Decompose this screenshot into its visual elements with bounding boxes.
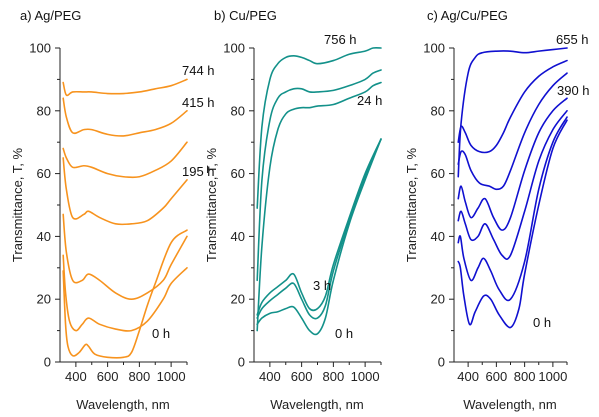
panel-b: b) Cu/PEG 0 20 40 60 80 100 400 600 800 1000 756 … [204,8,382,412]
panel-c-annotations: 655 h 390 h 0 h [533,32,590,330]
panel-b-y-tick-label-0: 0 [238,355,245,370]
panel-a-y-tick-label-40: 40 [37,229,51,244]
panel-b-series-1-line [256,46,382,209]
panel-a-series-6-line [62,254,188,332]
panel-a-annotations: 744 h 415 h 195 h 0 h [152,63,215,341]
panel-c-series-7-line [457,119,568,329]
panel-a-title: a) Ag/PEG [20,8,81,23]
panel-c-xlabel: Wavelength, nm [463,397,556,412]
panel-c-x-tick-label-800: 800 [514,369,536,384]
panel-c: c) Ag/Cu/PEG 0 20 40 60 80 100 400 600 800 1000 6… [404,8,590,412]
panel-c-y-tick-label-100: 100 [423,41,445,56]
panel-a-y-tick-label-0: 0 [44,355,51,370]
panel-c-series-3-line [457,72,568,191]
panel-c-plot-area: 0 20 40 60 80 100 400 600 800 1000 [423,41,568,384]
panel-b-series-6-line [256,138,382,336]
panel-b-y-tick-label-40: 40 [231,229,245,244]
panel-a-annotation-744h: 744 h [182,63,215,78]
panel-c-series-6-line [457,116,568,302]
panel-a-plot-area: 0 20 40 60 80 100 400 600 800 1000 [29,41,188,384]
panel-a-series-1-line [62,78,188,97]
panel-c-ylabel: Transmittance, T, % [404,147,419,262]
panel-a-x-tick-label-600: 600 [97,369,119,384]
panel-c-x-tick-label-600: 600 [486,369,508,384]
panel-b-annotation-756h: 756 h [324,32,357,47]
panel-c-y-tick-label-20: 20 [431,292,445,307]
panel-a-x-tick-label-400: 400 [65,369,87,384]
panel-a-y-tick-label-100: 100 [29,41,51,56]
panel-c-series-4-line [457,97,568,231]
panel-c-y-tick-label-80: 80 [431,103,445,118]
panel-a-annotation-195h: 195 h [182,164,215,179]
panel-b-annotations: 756 h 24 h 3 h 0 h [313,32,382,341]
panel-a-series-2-line [62,97,188,137]
panel-a-ylabel: Transmittance, T, % [10,147,25,262]
panel-b-annotation-3h: 3 h [313,278,331,293]
panel-b-series-2-line [256,69,382,282]
panel-b-plot-area: 0 20 40 60 80 100 400 600 800 1000 [223,41,382,384]
panel-c-y-tick-label-60: 60 [431,166,445,181]
panel-a-series-3-line [62,141,188,179]
panel-a-x-tick-label-1000: 1000 [157,369,186,384]
panel-c-y-tick-label-40: 40 [431,229,445,244]
panel-b-xlabel: Wavelength, nm [270,397,363,412]
panel-b-x-tick-label-400: 400 [259,369,281,384]
panel-b-y-tick-label-60: 60 [231,166,245,181]
panel-b-series-3-line [256,81,382,332]
panel-c-x-tick-label-1000: 1000 [538,369,567,384]
panel-b-series-4-line [256,138,382,316]
panel-a-series-5-line [62,213,188,300]
panel-c-y-tick-label-0: 0 [438,355,445,370]
panel-c-annotation-0h: 0 h [533,315,551,330]
panel-c-series-5-line [457,110,568,260]
panel-a-xlabel: Wavelength, nm [76,397,169,412]
panel-a-y-tick-label-80: 80 [37,103,51,118]
panel-b-y-tick-label-100: 100 [223,41,245,56]
panel-c-series-2-line [457,59,568,154]
panel-b-annotation-24h: 24 h [357,93,382,108]
panel-b-ylabel: Transmittance, T, % [204,147,219,262]
panel-b-annotation-0h: 0 h [335,326,353,341]
panel-a-y-tick-label-20: 20 [37,292,51,307]
panel-c-x-tick-label-400: 400 [457,369,479,384]
panel-c-annotation-655h: 655 h [556,32,589,47]
panel-b-x-tick-label-800: 800 [323,369,345,384]
panel-a-x-tick-label-800: 800 [129,369,151,384]
panel-b-y-tick-label-80: 80 [231,103,245,118]
panel-a: a) Ag/PEG 0 20 40 60 80 100 400 600 800 1000 744 … [10,8,215,412]
panel-b-title: b) Cu/PEG [214,8,277,23]
panel-a-annotation-0h: 0 h [152,326,170,341]
panel-c-series-1-line [457,47,568,178]
panel-a-series-4-line [62,157,188,226]
panel-b-y-tick-label-20: 20 [231,292,245,307]
panel-b-series-5-line [256,138,382,320]
panel-c-annotation-390h: 390 h [557,83,590,98]
panel-c-title: c) Ag/Cu/PEG [427,8,508,23]
panel-a-y-tick-label-60: 60 [37,166,51,181]
panel-a-series-7-line [62,229,188,359]
panel-b-x-tick-label-600: 600 [291,369,313,384]
panel-b-x-tick-label-1000: 1000 [351,369,380,384]
panel-a-annotation-415h: 415 h [182,95,215,110]
